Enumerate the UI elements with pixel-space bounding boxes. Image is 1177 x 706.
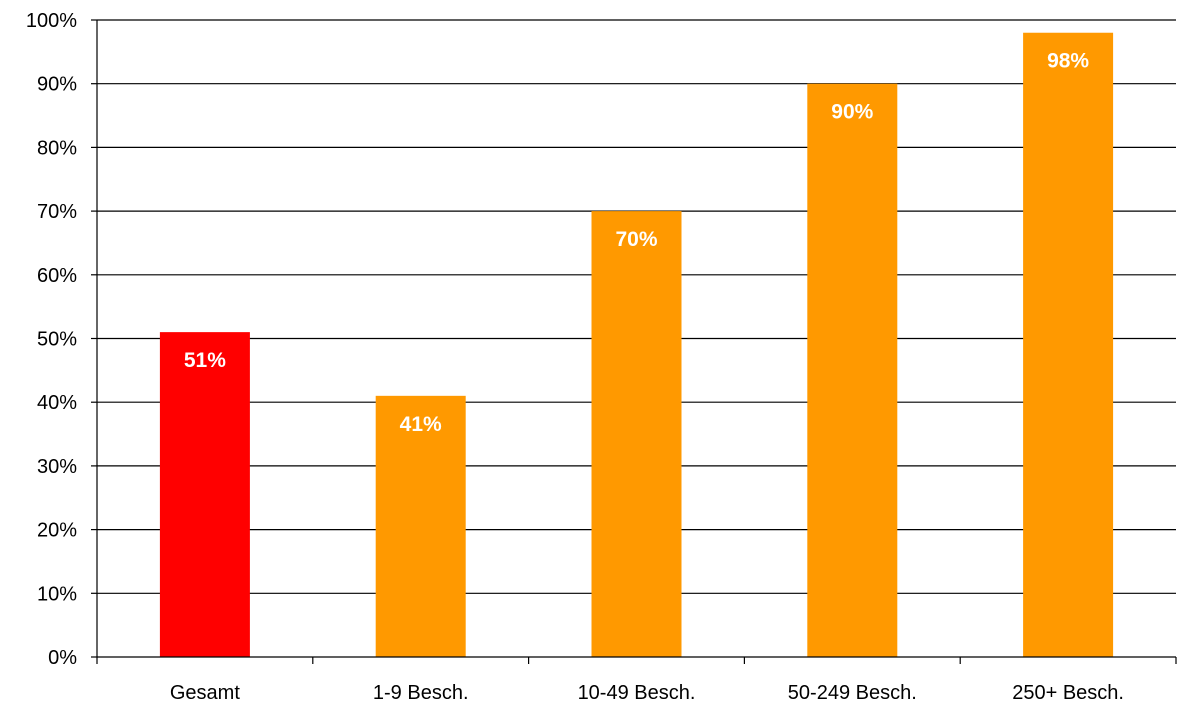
bar-5: [1023, 32, 1114, 658]
y-tick-label: 40%: [37, 392, 77, 414]
category-label-4: 50-249 Besch.: [788, 682, 917, 704]
y-tick-label: 30%: [37, 456, 77, 478]
data-label-1: 51%: [184, 349, 226, 372]
category-label-1: Gesamt: [170, 682, 240, 704]
bar-2: [375, 395, 466, 657]
labels: 0% 10% 20% 30% 40% 50% 60% 70% 80% 90% 100% 51% Gesa…: [26, 10, 1124, 704]
y-tick-label: 20%: [37, 520, 77, 542]
category-label-2: 1-9 Besch.: [373, 682, 469, 704]
y-tick-label: 100%: [26, 10, 77, 32]
bar-4: [807, 83, 898, 657]
y-tick-label: 10%: [37, 583, 77, 605]
y-tick-label: 60%: [37, 265, 77, 287]
y-tick-label: 90%: [37, 74, 77, 96]
data-label-3: 70%: [615, 228, 657, 251]
category-label-3: 10-49 Besch.: [578, 682, 696, 704]
data-label-5: 98%: [1047, 50, 1089, 73]
data-label-2: 41%: [400, 413, 442, 436]
bar-3: [591, 211, 682, 657]
y-tick-label: 50%: [37, 329, 77, 351]
bars: [159, 32, 1114, 658]
data-label-4: 90%: [831, 101, 873, 124]
axes: [91, 19, 1177, 664]
y-tick-label: 80%: [37, 137, 77, 159]
bar-1: [159, 332, 250, 657]
y-tick-label: 70%: [37, 201, 77, 223]
category-label-5: 250+ Besch.: [1012, 682, 1124, 704]
y-tick-label: 0%: [48, 647, 77, 669]
